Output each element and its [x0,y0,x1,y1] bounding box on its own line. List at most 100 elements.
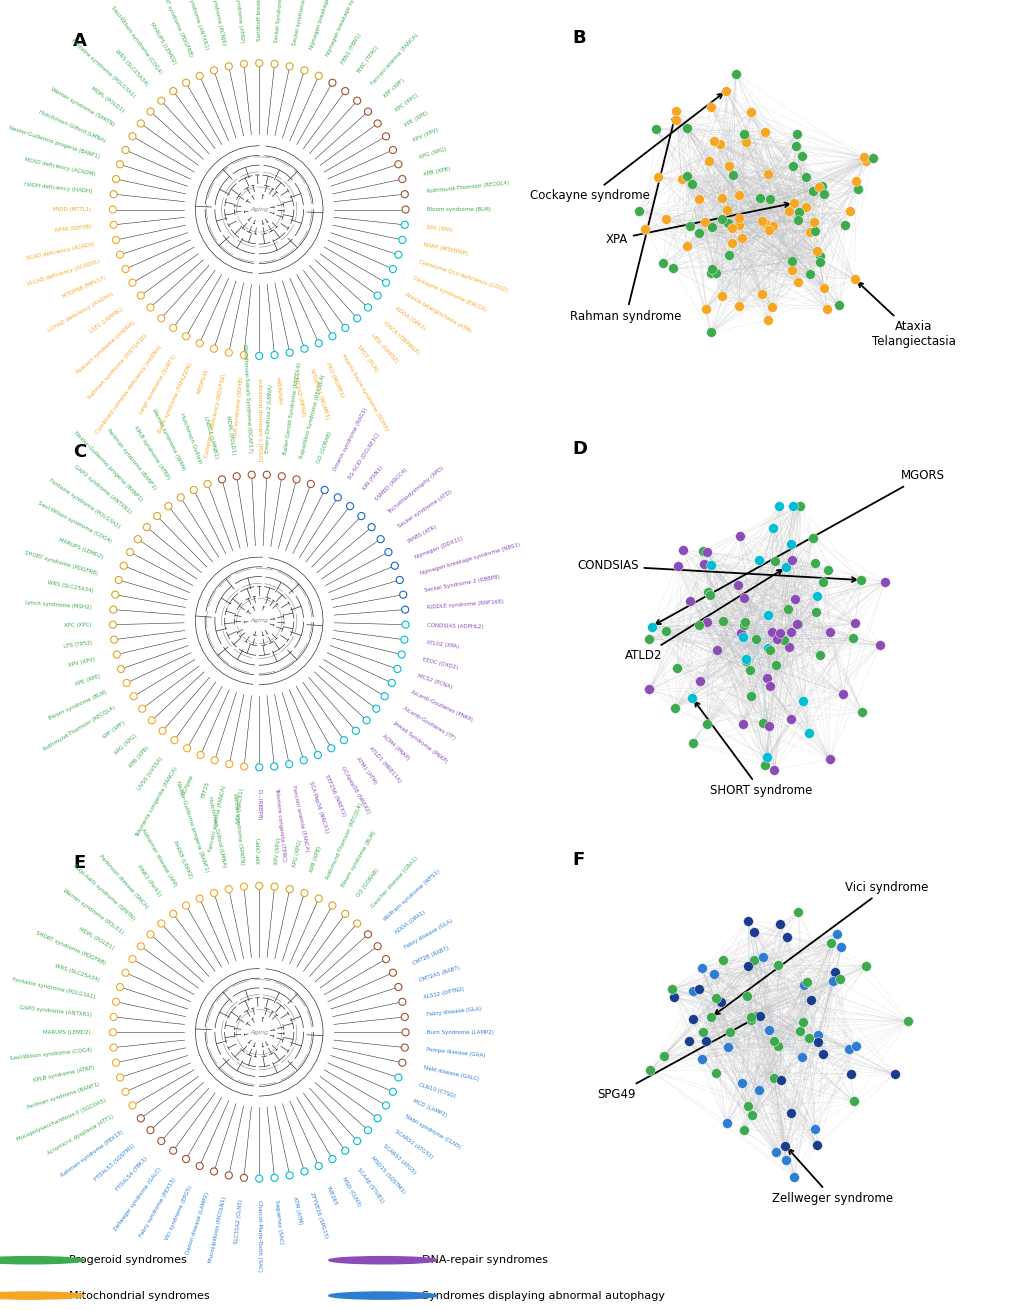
Circle shape [263,472,270,478]
Circle shape [256,1175,263,1182]
Point [725,164,741,185]
Text: Nestor-Guillermo progeria (BANF1): Nestor-Guillermo progeria (BANF1) [175,781,210,874]
Point [685,1009,701,1030]
Text: FBN1 (FBN1): FBN1 (FBN1) [340,33,363,66]
Circle shape [210,345,217,352]
Circle shape [346,503,354,510]
Point [804,528,820,549]
Circle shape [374,943,381,950]
Text: Werner syndrome (POLD1): Werner syndrome (POLD1) [62,888,124,935]
Point [830,295,847,316]
Circle shape [120,562,127,570]
Circle shape [340,736,347,744]
Point [814,571,830,592]
Point [655,1045,672,1066]
Point [630,200,646,221]
Text: CMT2B (RAB7): CMT2B (RAB7) [412,946,449,967]
Point [841,1038,857,1058]
Text: Werner syndrome (WRN): Werner syndrome (WRN) [151,409,186,472]
Text: XPB (XPB): XPB (XPB) [309,846,322,874]
Point [830,969,847,990]
Text: ATLD1 (MRE11A): ATLD1 (MRE11A) [368,745,401,783]
Text: Ataxia
Telangiectasia: Ataxia Telangiectasia [857,282,955,348]
Point [750,550,766,571]
Point [737,651,753,672]
Point [810,177,826,198]
Point [691,979,707,1000]
Circle shape [398,236,406,244]
Circle shape [352,727,359,735]
Point [818,299,835,320]
Point [707,263,723,284]
Point [821,622,838,643]
Text: Perlman syndrome (BANF1): Perlman syndrome (BANF1) [26,1082,100,1110]
Point [720,244,737,265]
Point [833,937,849,958]
Circle shape [122,969,129,976]
Point [739,955,755,976]
Text: ATLD2: ATLD2 [625,570,782,663]
Point [802,263,818,284]
Text: Fontaine syndrome (POLG3A1): Fontaine syndrome (POLG3A1) [69,38,136,98]
Point [791,1020,807,1041]
Circle shape [154,512,160,520]
Point [827,924,844,945]
Point [668,658,685,679]
Text: SSMED (XRCC4): SSMED (XRCC4) [374,468,409,502]
Text: mtDNAdel: mtDNAdel [274,376,282,405]
Text: MARUPS (LEMD2): MARUPS (LEMD2) [149,21,177,66]
Text: XPF (XPF): XPF (XPF) [257,838,262,865]
Point [705,131,721,152]
Point [744,1104,760,1125]
Point [787,135,803,156]
Point [777,557,794,578]
Point [722,233,739,254]
Point [713,286,730,307]
Circle shape [183,744,191,752]
Point [811,252,827,272]
Point [703,258,719,279]
Point [844,627,860,648]
Point [684,732,700,753]
Circle shape [165,503,172,510]
Text: MDPL (POLD1): MDPL (POLD1) [90,85,124,113]
Circle shape [388,680,395,686]
Circle shape [285,886,292,892]
Text: GAPO syndrome (ANTXR1): GAPO syndrome (ANTXR1) [19,1005,92,1017]
Circle shape [197,752,204,758]
Circle shape [374,1115,381,1121]
Text: SCARS1 (ATGS1): SCARS1 (ATGS1) [393,1129,433,1159]
Text: LSFC (LRPPRC): LSFC (LRPPRC) [90,307,124,334]
Text: Wolfram syndrome (WFS1): Wolfram syndrome (WFS1) [382,869,440,922]
Text: Lynch syndrome (MSH2): Lynch syndrome (MSH2) [24,600,92,610]
Text: MARUPS (LEMD2): MARUPS (LEMD2) [58,537,104,559]
Circle shape [169,1148,176,1154]
Point [754,713,770,734]
Point [765,1031,782,1052]
Circle shape [401,621,409,629]
Circle shape [196,1162,203,1170]
Text: Werner syndrome (SPRTN): Werner syndrome (SPRTN) [50,86,115,127]
Point [690,223,706,244]
Circle shape [138,292,145,299]
Circle shape [301,345,308,352]
Circle shape [364,107,371,115]
Text: WABS (ATR): WABS (ATR) [406,524,437,544]
Point [722,217,739,238]
Text: WRS (SLC25A34): WRS (SLC25A34) [47,580,94,593]
Circle shape [328,79,335,86]
Circle shape [110,221,117,228]
Text: ATM (ATM): ATM (ATM) [291,1196,303,1225]
Text: GO (GORAB): GO (GORAB) [316,431,332,465]
Text: Ruijs-Aalfs syndrome (SPRTN): Ruijs-Aalfs syndrome (SPRTN) [72,863,136,922]
Point [886,1064,902,1085]
Text: Cockayne syndrome: Cockayne syndrome [530,93,721,202]
Circle shape [122,1089,129,1095]
Circle shape [204,481,211,487]
Point [734,1073,750,1094]
Text: KIN (FAN1): KIN (FAN1) [362,465,383,491]
Point [824,971,841,992]
Point [766,550,783,571]
Text: FTDALS3 (SQSTM1): FTDALS3 (SQSTM1) [94,1142,136,1182]
Point [708,639,725,660]
